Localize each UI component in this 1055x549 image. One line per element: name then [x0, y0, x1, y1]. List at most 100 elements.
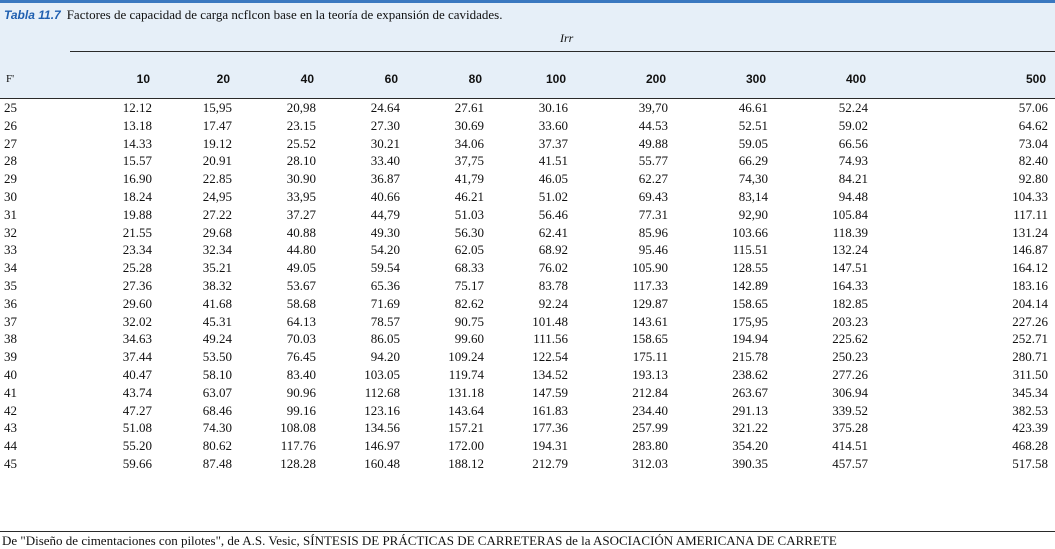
row-phi-value: 36 — [4, 295, 17, 311]
table-cell: 20.91 — [202, 153, 232, 169]
table-cell: 15,95 — [202, 100, 232, 115]
row-phi-value: 32 — [4, 224, 17, 240]
table-cell: 101.48 — [532, 313, 568, 329]
table-cell: 18.24 — [122, 188, 152, 204]
table-cell: 41,79 — [454, 171, 484, 187]
table-cell: 123.16 — [364, 402, 400, 418]
table-cell: 73.04 — [1018, 135, 1048, 151]
table-cell: 131.18 — [448, 384, 484, 400]
table-cell: 147.51 — [832, 260, 868, 276]
table-cell: 46.05 — [538, 171, 568, 187]
table-caption: Tabla 11.7 Factores de capacidad de carga… — [0, 0, 1055, 27]
table-cell: 30.16 — [538, 100, 568, 115]
table-row: 25 12.12 15,95 20,98 24.64 27.61 30.16 39,70 46.… — [0, 100, 1055, 118]
table-row: 40 40.47 58.10 83.40 103.05 119.74 134.52 193.1… — [0, 367, 1055, 385]
table-row: 43 51.08 74.30 108.08 134.56 157.21 177.36 257.… — [0, 420, 1055, 438]
row-phi-value: 28 — [4, 153, 17, 169]
table-cell: 58.10 — [202, 366, 232, 382]
table-cell: 109.24 — [448, 349, 484, 365]
table-cell: 457.57 — [832, 455, 868, 471]
table-cell: 92,90 — [738, 206, 768, 222]
table-cell: 143.61 — [632, 313, 668, 329]
table-cell: 13.18 — [122, 117, 152, 133]
table-row: 41 43.74 63.07 90.96 112.68 131.18 147.59 212.8… — [0, 385, 1055, 403]
table-row: 31 19.88 27.22 37.27 44,79 51.03 56.46 77.31 92,… — [0, 207, 1055, 225]
table-cell: 30.21 — [370, 135, 400, 151]
table-cell: 468.28 — [1012, 438, 1048, 454]
column-header-500: 500 — [1025, 72, 1046, 86]
table-cell: 34.06 — [454, 135, 484, 151]
table-row: 44 55.20 80.62 117.76 146.97 172.00 194.31 283.… — [0, 438, 1055, 456]
table-cell: 53.67 — [286, 277, 316, 293]
table-cell: 103.05 — [364, 366, 400, 382]
table-cell: 117.33 — [632, 277, 668, 293]
table-cell: 225.62 — [832, 331, 868, 347]
row-phi-value: 40 — [4, 366, 17, 382]
table-cell: 44.80 — [286, 242, 316, 258]
table-cell: 147.59 — [532, 384, 568, 400]
table-cell: 83.40 — [286, 366, 316, 382]
table-cell: 30.69 — [454, 117, 484, 133]
group-header-irr: Irr — [560, 31, 574, 45]
table-cell: 24,95 — [202, 188, 232, 204]
table-cell: 64.62 — [1018, 117, 1048, 133]
table-cell: 44.53 — [638, 117, 668, 133]
table-cell: 29.60 — [122, 295, 152, 311]
table-cell: 69.43 — [638, 188, 668, 204]
table-cell: 27.61 — [454, 100, 484, 115]
table-cell: 27.36 — [122, 277, 152, 293]
table-cell: 62.41 — [538, 224, 568, 240]
row-phi-value: 45 — [4, 455, 17, 471]
table-cell: 104.33 — [1012, 188, 1048, 204]
table-cell: 59.66 — [122, 455, 152, 471]
table-cell: 158.65 — [632, 331, 668, 347]
table-cell: 83.78 — [538, 277, 568, 293]
table-header — [0, 27, 1055, 99]
table-cell: 37.37 — [538, 135, 568, 151]
table-cell: 63.07 — [202, 384, 232, 400]
column-header-60: 60 — [384, 72, 398, 86]
table-cell: 77.31 — [638, 206, 668, 222]
table-cell: 43.74 — [122, 384, 152, 400]
group-header-rule — [70, 51, 1055, 52]
table-cell: 33,95 — [286, 188, 316, 204]
table-cell: 17.47 — [202, 117, 232, 133]
table-cell: 71.69 — [370, 295, 400, 311]
row-phi-value: 31 — [4, 206, 17, 222]
table-cell: 177.36 — [532, 420, 568, 436]
table-cell: 74,30 — [738, 171, 768, 187]
table-cell: 280.71 — [1012, 349, 1048, 365]
table-cell: 204.14 — [1012, 295, 1048, 311]
table-cell: 41.68 — [202, 295, 232, 311]
table-cell: 55.20 — [122, 438, 152, 454]
table-cell: 215.78 — [732, 349, 768, 365]
table-cell: 44,79 — [370, 206, 400, 222]
table-cell: 80.62 — [202, 438, 232, 454]
table-cell: 354.20 — [732, 438, 768, 454]
table-cell: 375.28 — [832, 420, 868, 436]
table-cell: 143.64 — [448, 402, 484, 418]
table-cell: 112.68 — [364, 384, 400, 400]
table-cell: 99.16 — [286, 402, 316, 418]
table-cell: 128.28 — [280, 455, 316, 471]
table-cell: 19.12 — [202, 135, 232, 151]
table-cell: 40.88 — [286, 224, 316, 240]
row-phi-value: 25 — [4, 100, 17, 115]
table-cell: 41.51 — [538, 153, 568, 169]
row-phi-value: 27 — [4, 135, 17, 151]
table-cell: 250.23 — [832, 349, 868, 365]
table-cell: 105.84 — [832, 206, 868, 222]
table-cell: 164.33 — [832, 277, 868, 293]
table-cell: 111.56 — [533, 331, 568, 347]
row-phi-value: 29 — [4, 171, 17, 187]
table-cell: 34.63 — [122, 331, 152, 347]
row-phi-value: 33 — [4, 242, 17, 258]
table-cell: 277.26 — [832, 366, 868, 382]
table-cell: 146.87 — [1012, 242, 1048, 258]
table-cell: 68.46 — [202, 402, 232, 418]
table-row: 37 32.02 45.31 64.13 78.57 90.75 101.48 143.61 1… — [0, 314, 1055, 332]
table-cell: 117.11 — [1013, 206, 1048, 222]
column-header-100: 100 — [545, 72, 566, 86]
table-cell: 74.30 — [202, 420, 232, 436]
